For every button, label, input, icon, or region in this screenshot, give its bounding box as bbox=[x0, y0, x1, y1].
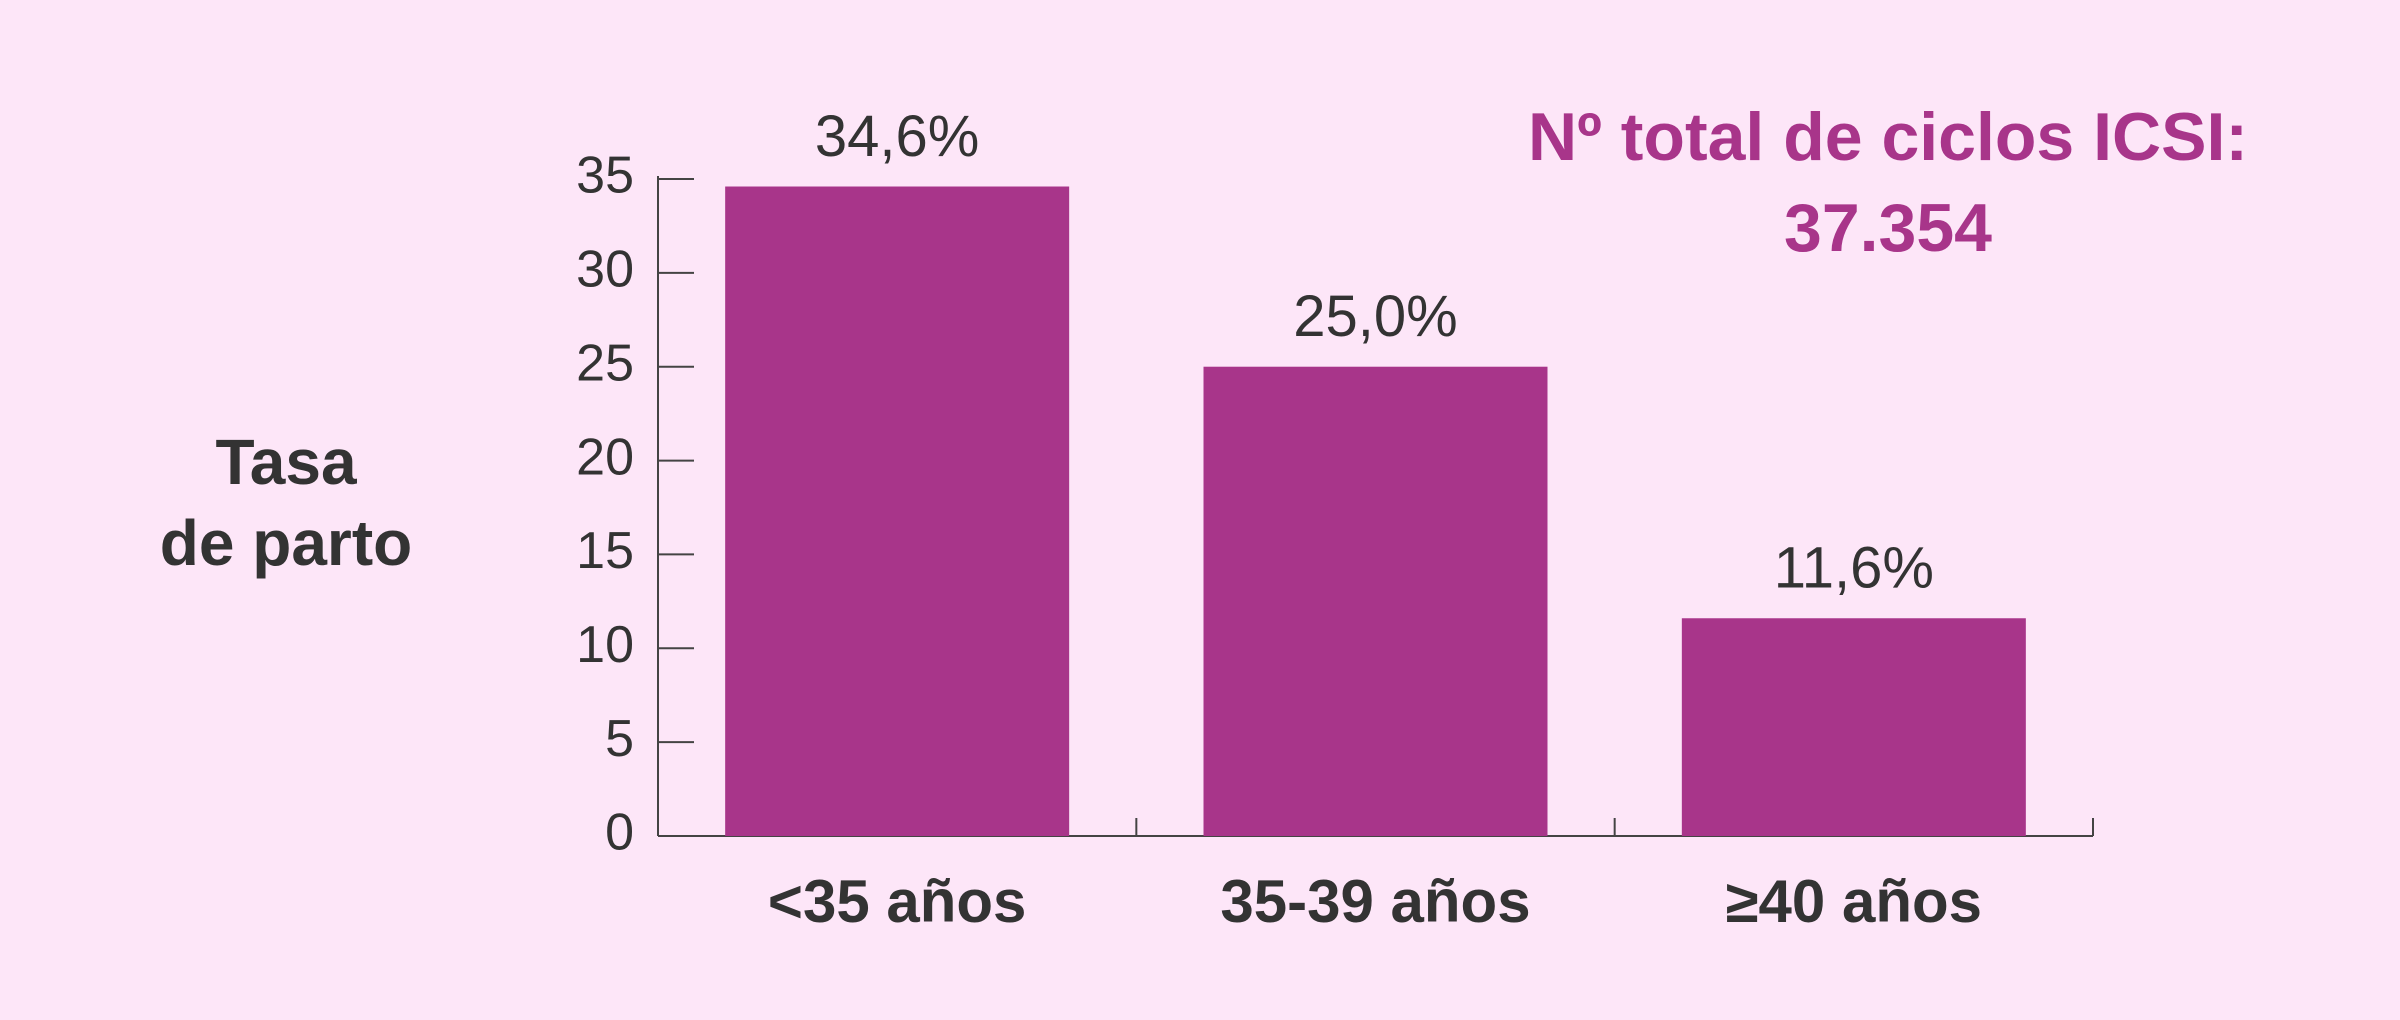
bar bbox=[1681, 618, 2026, 836]
bar bbox=[725, 186, 1070, 837]
y-tick-label: 10 bbox=[576, 616, 634, 674]
y-tick-label: 15 bbox=[576, 522, 634, 580]
y-tick-label: 30 bbox=[576, 241, 634, 299]
value-label: 25,0% bbox=[1293, 284, 1457, 349]
annotation: Nº total de ciclos ICSI: bbox=[1528, 99, 2248, 175]
x-tick-label: <35 años bbox=[768, 868, 1027, 935]
y-tick-label: 5 bbox=[605, 710, 634, 768]
x-tick-label: 35-39 años bbox=[1220, 868, 1530, 935]
y-tick-label: 35 bbox=[576, 147, 634, 205]
y-axis-label: de parto bbox=[160, 507, 412, 579]
bar bbox=[1203, 366, 1548, 836]
value-label: 34,6% bbox=[815, 104, 979, 169]
y-tick-label: 25 bbox=[576, 334, 634, 392]
annotation: 37.354 bbox=[1784, 190, 1992, 266]
y-tick-label: 0 bbox=[605, 804, 634, 862]
x-tick-label: ≥40 años bbox=[1726, 868, 1982, 935]
y-axis-label: Tasa bbox=[215, 426, 357, 498]
value-label: 11,6% bbox=[1774, 536, 1934, 601]
y-tick-label: 20 bbox=[576, 428, 634, 486]
